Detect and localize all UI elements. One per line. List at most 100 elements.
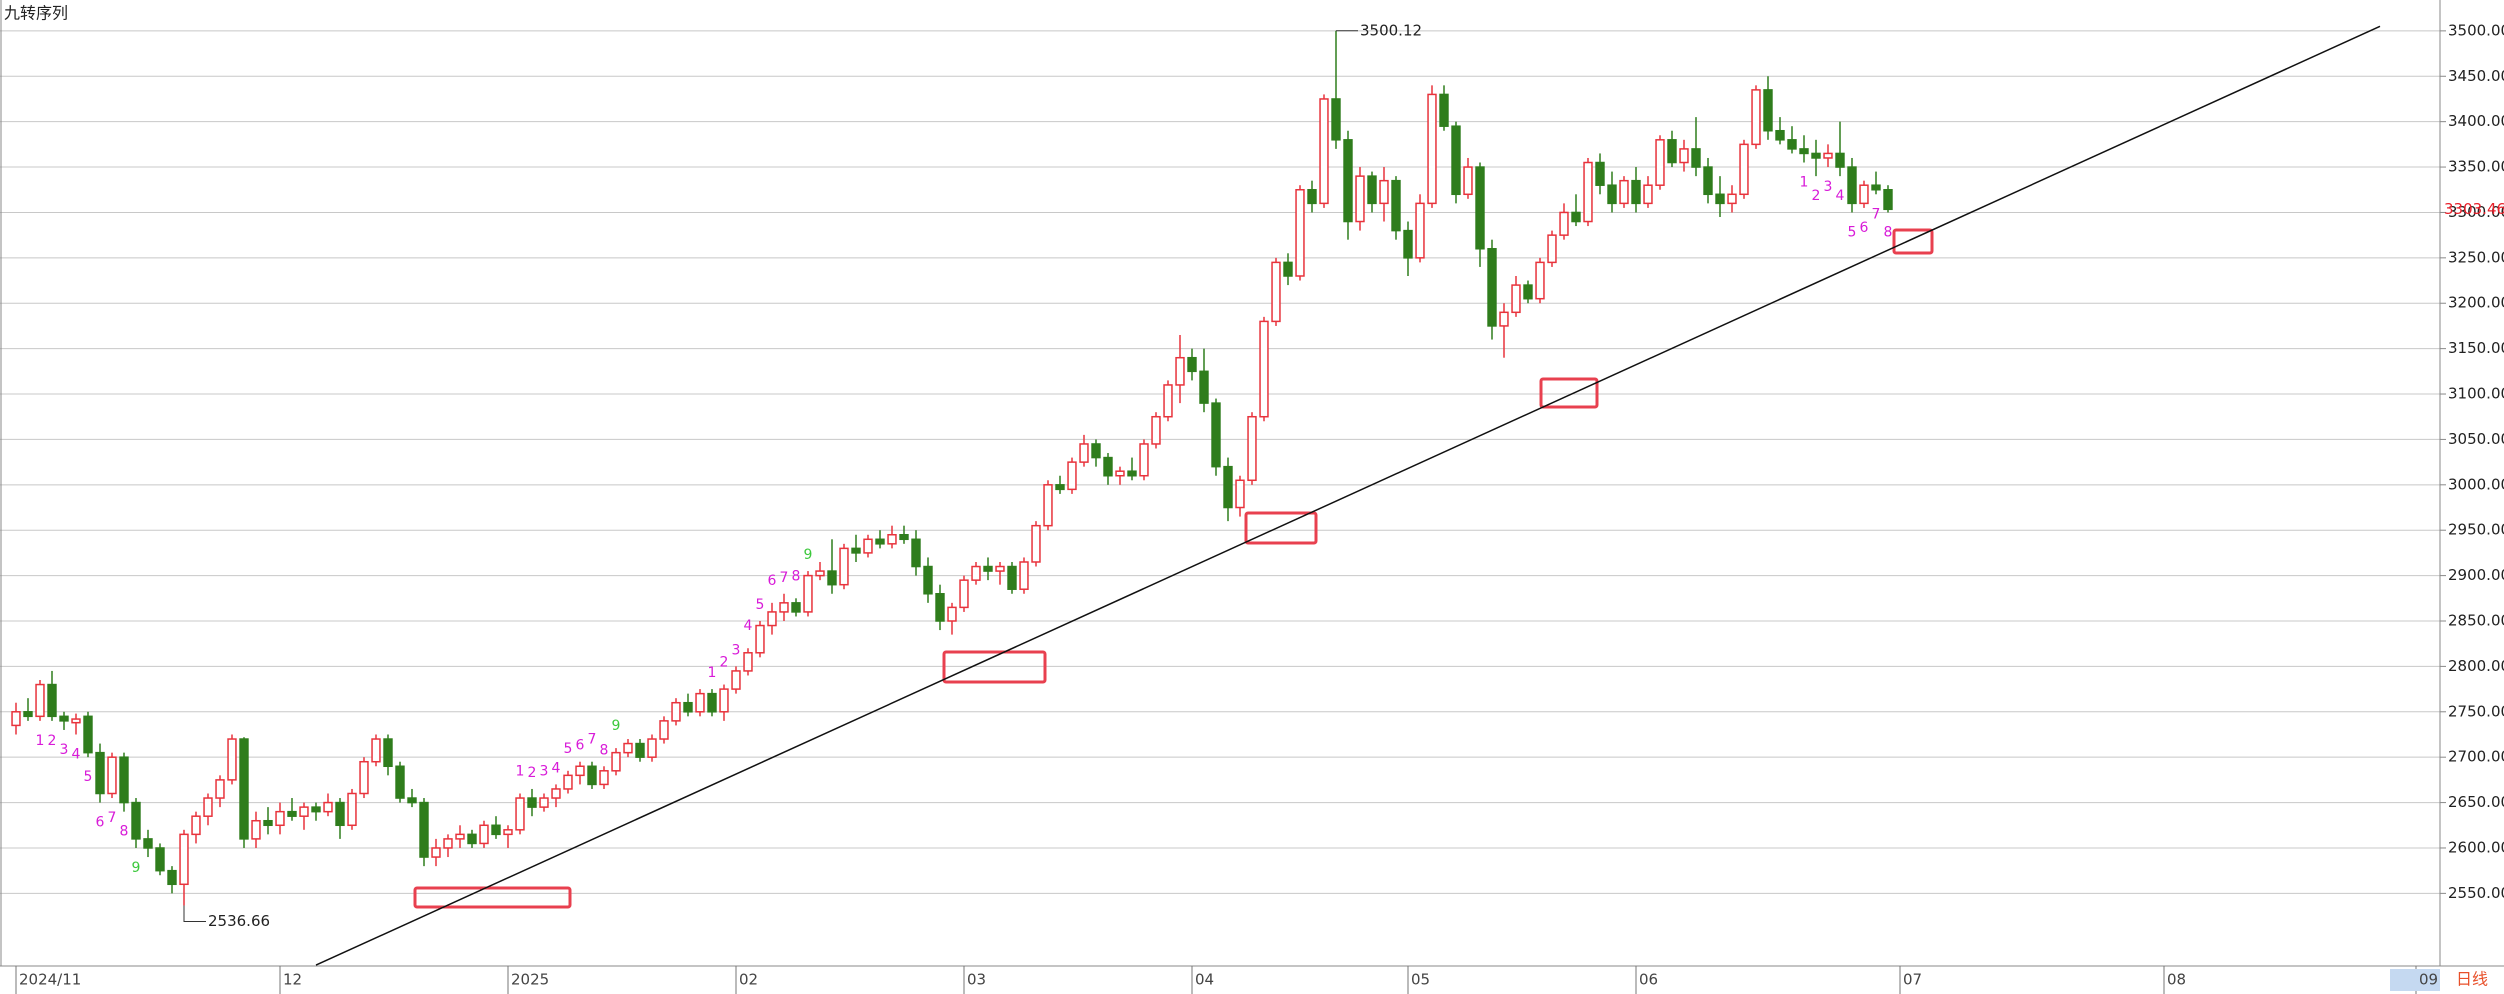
candle-body — [1787, 139, 1797, 150]
candle-body — [227, 738, 237, 781]
y-tick-label: 2750.00 — [2448, 702, 2504, 720]
candle-body — [191, 815, 201, 836]
candle-body — [1859, 184, 1869, 205]
candle-body — [1367, 175, 1377, 205]
candle-body — [1103, 456, 1113, 477]
candle-body — [1319, 98, 1329, 205]
candle-body — [1079, 443, 1089, 463]
candle-body — [1187, 356, 1197, 373]
candle-body — [971, 565, 981, 581]
y-tick-label: 3100.00 — [2448, 385, 2504, 403]
candle-body — [419, 801, 429, 858]
y-tick-label: 2900.00 — [2448, 566, 2504, 584]
candle-body — [1091, 443, 1101, 459]
candle-body — [1067, 461, 1077, 491]
candle-body — [863, 538, 873, 554]
y-tick-label: 2700.00 — [2448, 748, 2504, 766]
candle-body — [1523, 284, 1533, 300]
candle-body — [551, 788, 561, 799]
candle-body — [503, 829, 513, 836]
candle-body — [563, 774, 573, 790]
candle-body — [443, 838, 453, 849]
candle-body — [1283, 261, 1293, 277]
candle-body — [1055, 484, 1065, 491]
candle-body — [1583, 161, 1593, 223]
candle-body — [1535, 261, 1545, 300]
candle-body — [1595, 161, 1605, 186]
candle-body — [1451, 125, 1461, 196]
y-tick-label: 3350.00 — [2448, 158, 2504, 176]
candle-body — [731, 670, 741, 690]
highlight-box — [1539, 377, 1599, 409]
candle-body — [575, 765, 585, 777]
td-count: 8 — [120, 824, 129, 840]
td-count: 9 — [132, 860, 141, 876]
candle-body — [1211, 402, 1221, 468]
candle-body — [239, 738, 249, 840]
candle-body — [1415, 202, 1425, 259]
td-count: 3 — [540, 764, 549, 780]
td-count: 4 — [1836, 188, 1845, 204]
x-tick-label: 04 — [1195, 971, 1214, 989]
candle-body — [1703, 166, 1713, 196]
candle-body — [1619, 179, 1629, 205]
candle-body — [1439, 93, 1449, 127]
highlight-box — [1892, 228, 1934, 255]
candle-body — [647, 738, 657, 758]
candle-body — [671, 701, 681, 722]
td-count: 5 — [564, 741, 573, 757]
td-count: 9 — [804, 547, 813, 563]
td-count: 2 — [528, 765, 537, 781]
candle-body — [959, 579, 969, 609]
y-tick-label: 2950.00 — [2448, 521, 2504, 539]
candle-body — [263, 819, 273, 827]
y-tick-label: 3400.00 — [2448, 112, 2504, 130]
candle-body — [119, 756, 129, 804]
x-tick-label: 2024/11 — [19, 971, 81, 989]
candle-body — [95, 751, 105, 795]
y-tick-label: 3150.00 — [2448, 339, 2504, 357]
candle-body — [1667, 139, 1677, 164]
candle-body — [1031, 524, 1041, 563]
td-count: 6 — [96, 815, 105, 831]
candle-body — [1043, 484, 1053, 527]
candle-body — [143, 838, 153, 849]
candle-body — [935, 593, 945, 622]
td-count: 7 — [108, 810, 117, 826]
max-label: 3500.12 — [1360, 21, 1422, 39]
candle-body — [407, 797, 417, 804]
candle-body — [131, 801, 141, 840]
candle-body — [1247, 415, 1257, 482]
candle-body — [1799, 148, 1809, 155]
td-count: 1 — [36, 733, 45, 749]
candle-body — [983, 565, 993, 572]
x-tick-label: 09 — [2419, 971, 2438, 989]
candle-body — [395, 765, 405, 799]
td-count: 2 — [1812, 188, 1821, 204]
td-count: 7 — [780, 570, 789, 586]
candle-body — [155, 847, 165, 872]
candle-body — [1883, 189, 1893, 211]
candle-body — [455, 833, 465, 840]
candle-body — [851, 547, 861, 554]
y-tick-label: 3200.00 — [2448, 294, 2504, 312]
highlight-box — [942, 650, 1047, 684]
y-tick-label: 3300.00 — [2448, 203, 2504, 221]
candle-body — [1571, 211, 1581, 223]
candle-body — [1511, 284, 1521, 314]
candle-body — [707, 692, 717, 713]
candle-body — [323, 801, 333, 813]
candle-body — [71, 718, 81, 724]
candle-body — [1115, 470, 1125, 477]
candle-body — [347, 792, 357, 827]
candle-body — [587, 765, 597, 786]
candle-body — [995, 565, 1005, 572]
candle-body — [1739, 143, 1749, 196]
td-count: 7 — [588, 732, 597, 748]
x-tick-label: 07 — [1903, 971, 1922, 989]
td-count: 5 — [84, 769, 93, 785]
td-count: 1 — [708, 665, 717, 681]
y-tick-label: 2550.00 — [2448, 884, 2504, 902]
candle-body — [839, 547, 849, 586]
candle-body — [803, 574, 813, 613]
